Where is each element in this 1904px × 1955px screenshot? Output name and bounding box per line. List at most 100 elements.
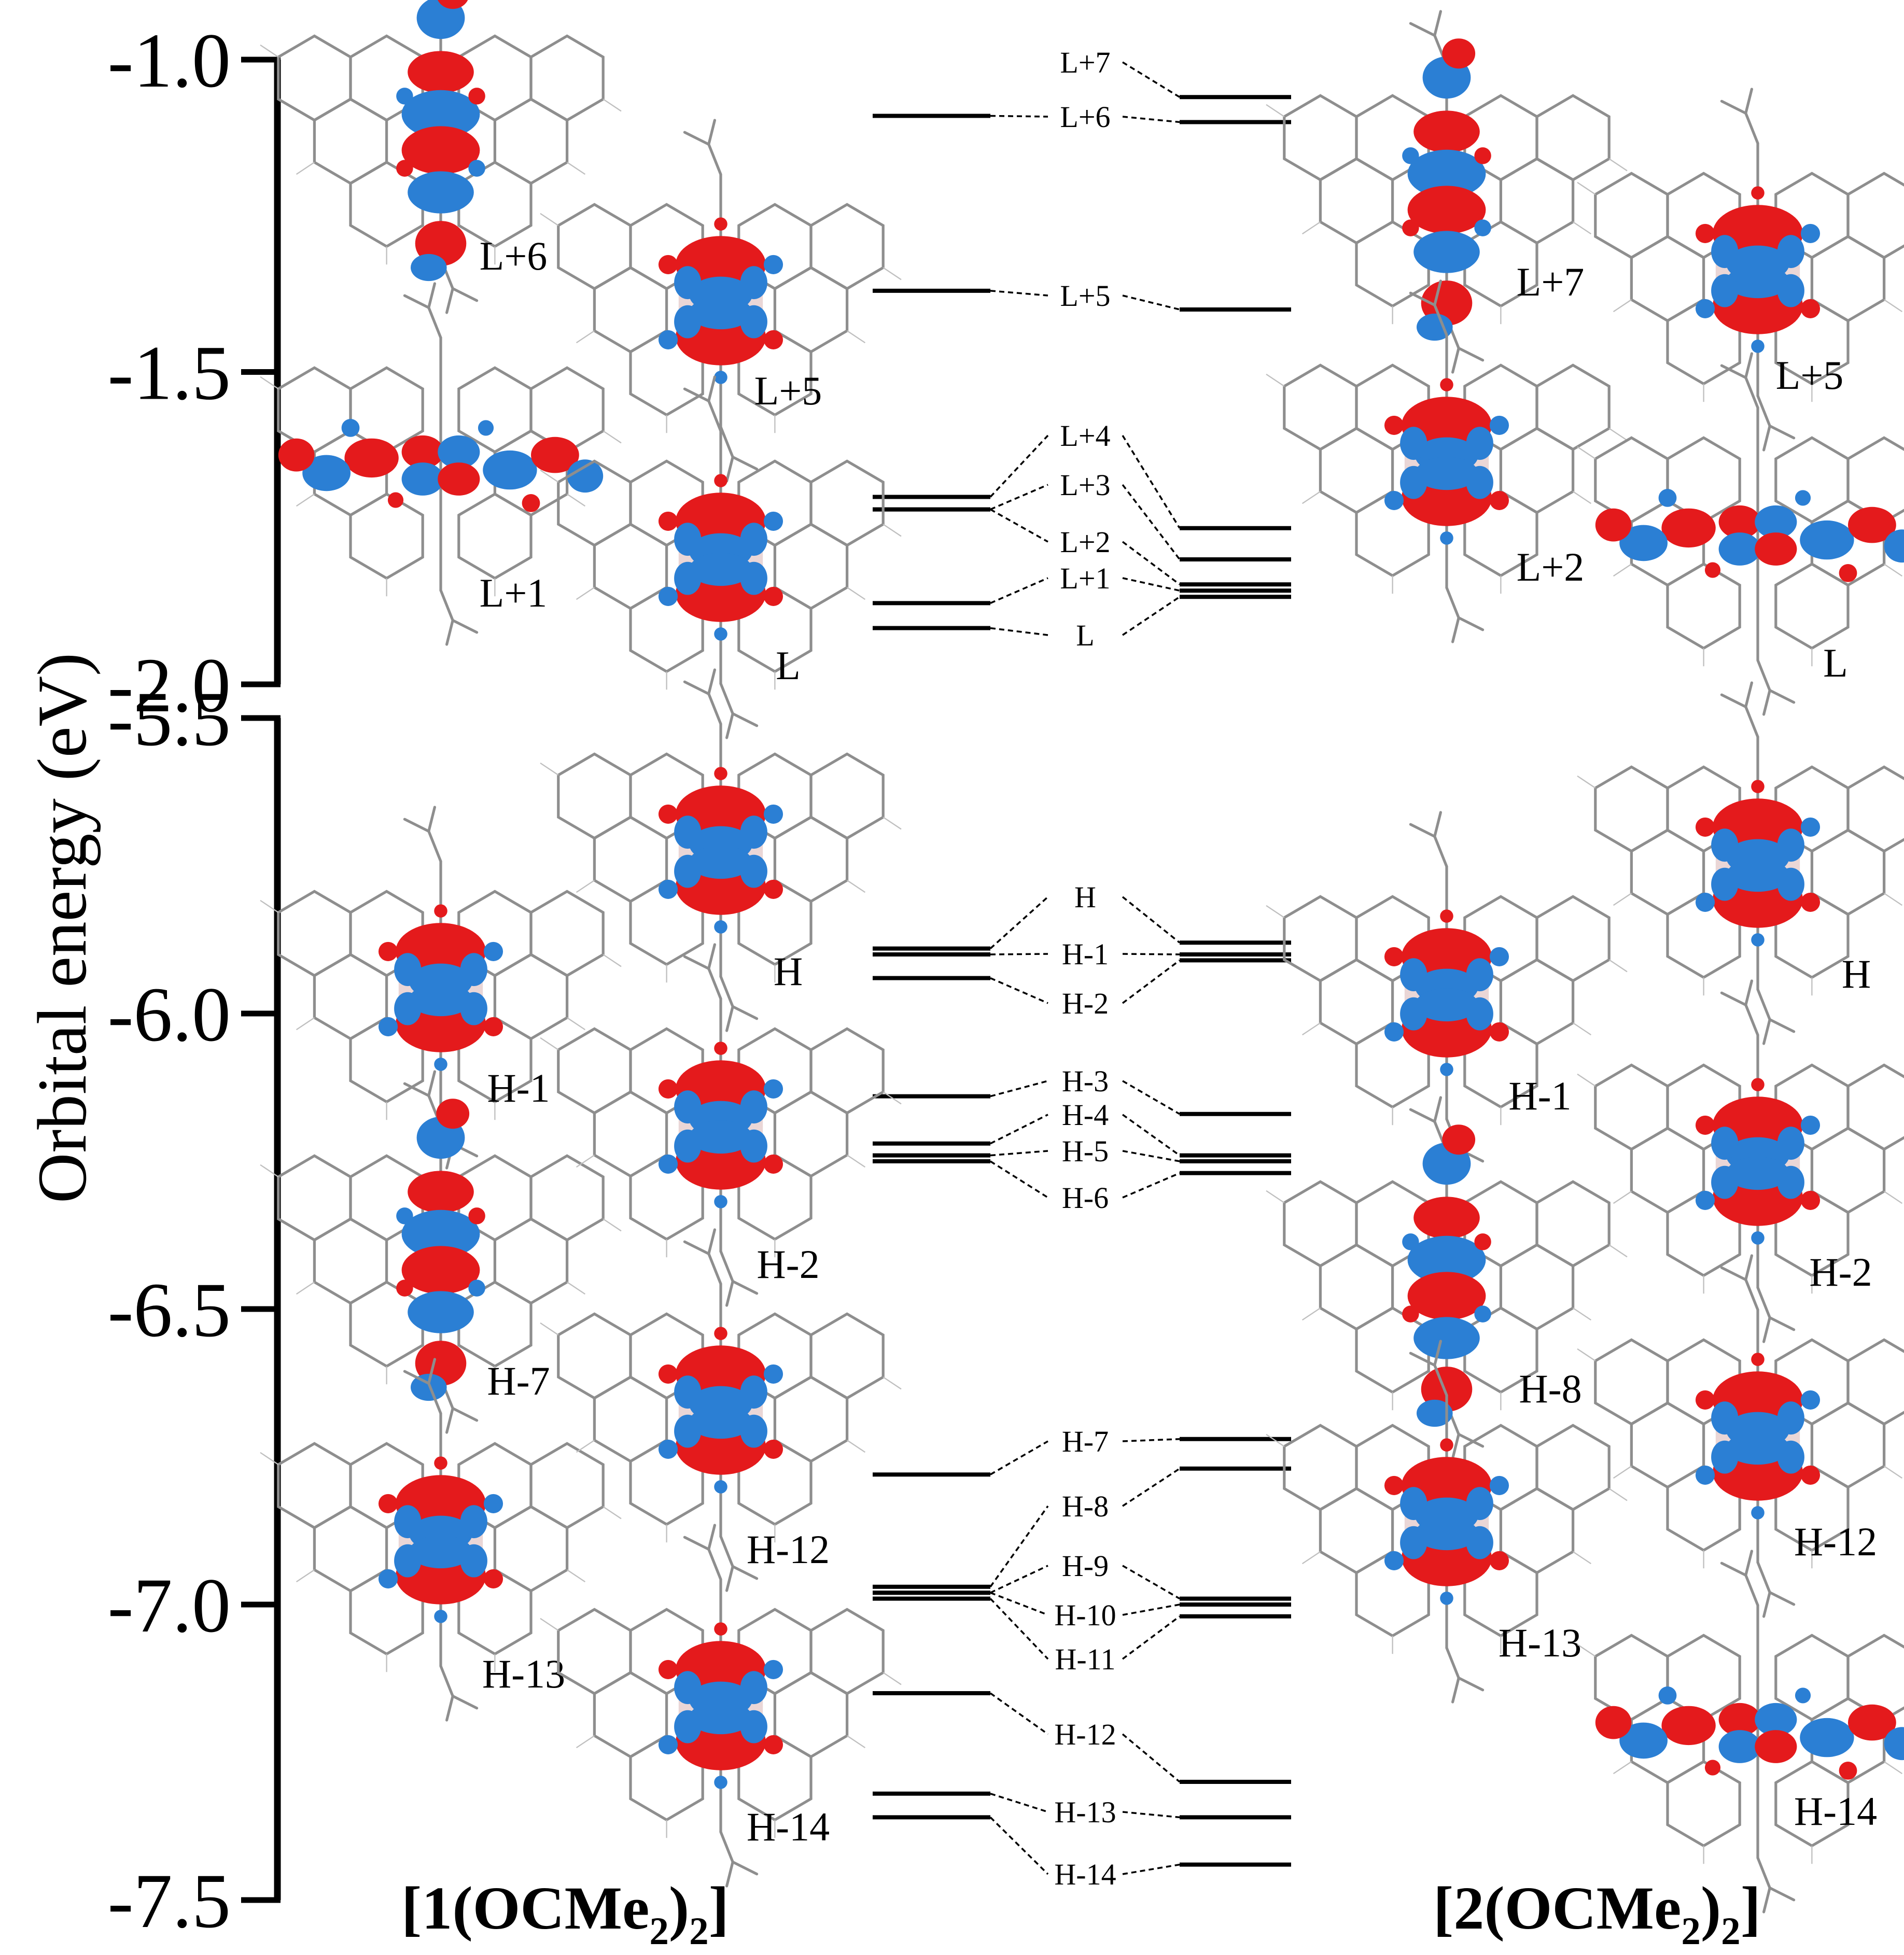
mo-panel-h: H bbox=[540, 670, 901, 1031]
mo-caption: H-8 bbox=[1519, 1366, 1581, 1411]
mo-panel-hminus1: H-1 bbox=[260, 807, 621, 1168]
mo-caption: L+6 bbox=[480, 233, 548, 278]
orbital-lobes bbox=[658, 217, 783, 384]
level-group-hminus5: H-5 bbox=[873, 1133, 1291, 1168]
mo-panel-hminus12: H-12 bbox=[540, 1230, 901, 1591]
level-label-bg bbox=[1050, 1097, 1121, 1129]
connector-left bbox=[990, 1793, 1048, 1813]
compound-label-right: [2(OCMe2)2] bbox=[1433, 1874, 1761, 1953]
mo-panel-hminus12: H-12 bbox=[1577, 1256, 1904, 1616]
connector-right bbox=[1122, 1604, 1180, 1616]
connector-right bbox=[1122, 960, 1181, 1004]
mo-caption: H-14 bbox=[1794, 1789, 1877, 1834]
level-label-bg bbox=[1050, 1424, 1121, 1456]
mo-caption: H-14 bbox=[747, 1804, 830, 1849]
level-label-hminus2: H-2 bbox=[1062, 987, 1109, 1020]
connector-right bbox=[1122, 596, 1180, 636]
mo-panel-lplus2: L+2 bbox=[1266, 281, 1627, 642]
level-label-bg bbox=[1050, 524, 1121, 556]
connector-right bbox=[1122, 484, 1181, 560]
connector-right bbox=[1122, 1150, 1180, 1162]
mo-caption: L+1 bbox=[480, 570, 548, 615]
level-label-bg bbox=[1050, 986, 1121, 1018]
connector-left bbox=[990, 115, 1048, 118]
level-group-hminus8: H-8 bbox=[873, 1466, 1291, 1589]
mo-caption: H-12 bbox=[747, 1527, 830, 1572]
level-label-lplus4: L+4 bbox=[1060, 419, 1110, 453]
axis-tick-label: -6.0 bbox=[108, 972, 231, 1058]
level-label-hminus8: H-8 bbox=[1062, 1489, 1109, 1523]
y-axis-title: Orbital energy (eV) bbox=[24, 653, 101, 1203]
level-label-hminus14: H-14 bbox=[1054, 1858, 1116, 1891]
connector-left bbox=[990, 1080, 1048, 1098]
mo-caption: L+2 bbox=[1517, 544, 1585, 589]
mo-caption: L bbox=[1823, 640, 1848, 685]
level-label-bg bbox=[1050, 1548, 1121, 1580]
connector-left bbox=[989, 896, 1049, 949]
mo-panel-lplus5: L+5 bbox=[1577, 89, 1904, 450]
connector-left bbox=[990, 1114, 1048, 1145]
mo-panel-l: L bbox=[1577, 354, 1904, 714]
level-group-hminus4: H-4 bbox=[873, 1097, 1291, 1158]
level-label-bg bbox=[1050, 418, 1121, 450]
connector-right bbox=[1122, 1811, 1180, 1819]
mo-caption: H-7 bbox=[487, 1358, 550, 1403]
compound-label-left: [1(OCMe2)2] bbox=[401, 1874, 729, 1953]
orbital-lobes bbox=[1402, 1124, 1491, 1427]
level-group-hminus12: H-12 bbox=[873, 1691, 1291, 1784]
level-label-bg bbox=[1050, 1063, 1121, 1095]
level-label-bg bbox=[1050, 45, 1121, 77]
connector-left bbox=[990, 290, 1048, 297]
level-label-lplus3: L+3 bbox=[1060, 468, 1110, 502]
level-group-hminus14: H-14 bbox=[873, 1815, 1291, 1891]
mo-caption: H bbox=[774, 949, 803, 994]
mo-panel-hminus7: H-7 bbox=[260, 1072, 621, 1432]
mo-caption: H-2 bbox=[1809, 1249, 1872, 1295]
mo-panel-lplus1: L+1 bbox=[260, 284, 621, 644]
level-group-lplus5: L+5 bbox=[873, 278, 1291, 313]
mo-caption: L bbox=[776, 643, 801, 688]
level-label-bg bbox=[1050, 1597, 1121, 1629]
mo-panel-hminus14: H-14 bbox=[540, 1525, 901, 1886]
level-label-bg bbox=[1050, 1641, 1121, 1673]
orbital-pictures: L+6 L+5 L+1 L H-1 H H-7 H-2 H-13 H-12 H-14 L+7 L+5 L+… bbox=[260, 0, 1904, 1912]
mo-caption: L+5 bbox=[754, 368, 822, 413]
connector-left bbox=[990, 484, 1048, 511]
level-label-hminus12: H-12 bbox=[1054, 1718, 1116, 1751]
connector-left bbox=[990, 1440, 1048, 1475]
orbital-lobes bbox=[1695, 1353, 1821, 1520]
connector-left bbox=[990, 1160, 1048, 1199]
mo-caption: H-12 bbox=[1794, 1519, 1877, 1564]
connector-right bbox=[1122, 1615, 1181, 1660]
level-label-bg bbox=[1050, 99, 1121, 131]
level-group-lplus1: L+1 bbox=[873, 560, 1291, 606]
level-label-lplus1: L+1 bbox=[1060, 561, 1110, 595]
axis-tick-label: -5.5 bbox=[108, 676, 231, 762]
level-label-lplus7: L+7 bbox=[1060, 46, 1110, 79]
y-axis: -1.0 -1.5 -2.0-5.5 -6.0 -6.5 -7.0 -7.5 bbox=[108, 18, 281, 1944]
connector-right bbox=[1122, 577, 1180, 592]
level-group-hminus1: H-1 bbox=[873, 936, 1291, 971]
orbital-lobes bbox=[1384, 1438, 1509, 1605]
level-label-bg bbox=[1050, 1180, 1121, 1212]
level-group-hminus13: H-13 bbox=[873, 1791, 1291, 1829]
level-group-hminus3: H-3 bbox=[873, 1063, 1291, 1116]
mo-panel-hminus13: H-13 bbox=[260, 1359, 621, 1720]
connector-left bbox=[990, 977, 1048, 1004]
mo-panel-hminus14: H-14 bbox=[1577, 1551, 1904, 1912]
level-group-hminus2: H-2 bbox=[873, 958, 1291, 1020]
level-label-bg bbox=[1050, 1717, 1121, 1749]
connector-right bbox=[1122, 61, 1180, 98]
level-group-lplus6: L+6 bbox=[873, 99, 1291, 134]
orbital-lobes bbox=[1695, 780, 1821, 947]
level-group-hminus10: H-10 bbox=[873, 1591, 1291, 1632]
level-label-bg bbox=[1050, 879, 1121, 911]
orbital-lobes bbox=[378, 1456, 503, 1623]
mo-panel-hminus2: H-2 bbox=[1577, 981, 1904, 1342]
axis-tick-label: -6.5 bbox=[108, 1267, 231, 1353]
connector-left bbox=[990, 1565, 1048, 1594]
connector-right bbox=[1122, 896, 1181, 944]
connector-left bbox=[990, 509, 1048, 543]
connector-right bbox=[1122, 541, 1181, 585]
